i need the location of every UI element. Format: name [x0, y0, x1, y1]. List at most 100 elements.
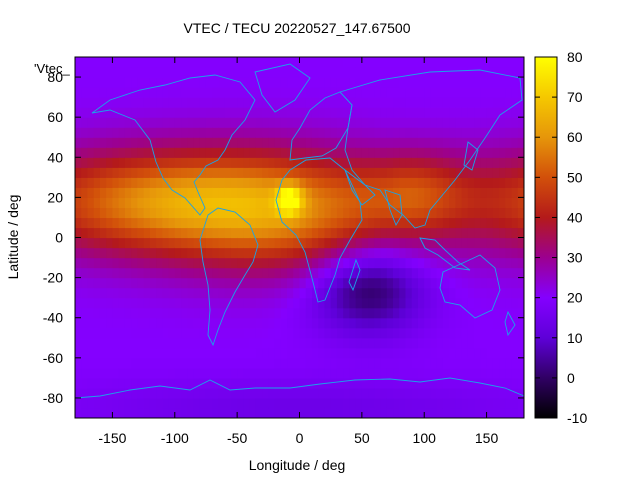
heat-cell [112, 87, 120, 98]
heatmap-cells [75, 57, 524, 418]
heat-cell [75, 317, 82, 329]
heat-cell [380, 227, 388, 239]
heat-cell [411, 57, 419, 68]
heat-cell [449, 167, 457, 178]
heat-cell [424, 257, 432, 269]
heat-cell [424, 297, 432, 309]
heat-cell [499, 197, 506, 209]
heat-cell [299, 197, 307, 209]
heat-cell [411, 407, 419, 418]
heat-cell [336, 57, 344, 68]
heat-cell [299, 177, 307, 188]
heat-cell [174, 107, 182, 118]
heat-cell [436, 97, 444, 108]
heat-cell [455, 177, 463, 188]
heat-cell [449, 397, 457, 409]
heat-cell [168, 277, 176, 289]
heat-cell [461, 317, 469, 329]
heat-cell [181, 277, 188, 289]
heat-cell [324, 57, 332, 68]
heat-cell [249, 407, 257, 418]
heat-cell [212, 167, 220, 178]
heat-cell [330, 287, 338, 299]
heat-cell [280, 107, 288, 118]
heat-cell [212, 357, 220, 369]
heat-cell [318, 287, 326, 299]
heat-cell [268, 277, 276, 289]
heat-cell [499, 177, 506, 188]
heat-cell [349, 307, 357, 319]
heat-cell [386, 237, 394, 249]
heat-cell [299, 257, 307, 269]
heat-cell [299, 237, 307, 249]
heat-cell [230, 217, 238, 229]
heat-cell [118, 67, 126, 78]
heat-cell [181, 267, 188, 279]
heat-cell [386, 57, 394, 68]
heat-cell [149, 107, 157, 118]
heat-cell [124, 277, 132, 289]
heat-cell [237, 117, 244, 128]
heat-cell [380, 77, 388, 88]
heat-cell [505, 97, 513, 108]
heat-cell [243, 107, 251, 118]
heat-cell [143, 307, 151, 319]
heat-cell [187, 367, 195, 379]
heat-cell [143, 207, 151, 219]
heat-cell [411, 297, 419, 309]
heat-cell [349, 57, 357, 68]
heat-cell [474, 337, 481, 349]
heat-cell [149, 157, 157, 168]
heat-cell [193, 87, 201, 98]
heat-cell [430, 297, 438, 309]
heat-cell [505, 247, 513, 259]
heat-cell [467, 67, 475, 78]
heat-cell [299, 347, 307, 359]
heat-cell [455, 107, 463, 118]
heat-cell [492, 377, 500, 389]
heat-cell [87, 207, 95, 219]
heat-cell [224, 407, 232, 418]
heat-cell [517, 77, 524, 88]
heat-cell [137, 377, 145, 389]
heat-cell [374, 317, 382, 329]
heat-cell [442, 297, 450, 309]
heat-cell [336, 267, 344, 279]
heat-cell [393, 307, 400, 319]
heat-cell [118, 407, 126, 418]
heat-cell [93, 407, 101, 418]
heat-cell [474, 407, 481, 418]
heat-cell [199, 397, 207, 409]
heat-cell [399, 337, 407, 349]
heat-cell [442, 137, 450, 148]
heat-cell [212, 327, 220, 339]
heat-cell [93, 397, 101, 409]
heat-cell [181, 367, 188, 379]
heat-cell [368, 177, 375, 188]
heat-cell [436, 397, 444, 409]
heat-cell [230, 347, 238, 359]
heat-cell [218, 247, 226, 259]
heat-cell [218, 387, 226, 399]
heat-cell [243, 57, 251, 68]
heat-cell [417, 357, 425, 369]
heat-cell [243, 357, 251, 369]
heat-cell [93, 377, 101, 389]
heat-cell [386, 207, 394, 219]
heat-cell [467, 267, 475, 279]
heat-cell [449, 127, 457, 138]
heat-cell [430, 347, 438, 359]
heat-cell [492, 367, 500, 379]
heat-cell [156, 317, 163, 329]
heat-cell [249, 397, 257, 409]
heat-cell [106, 197, 114, 209]
heat-cell [517, 147, 524, 158]
heat-cell [499, 247, 506, 259]
heat-cell [417, 77, 425, 88]
heat-cell [199, 337, 207, 349]
heat-cell [324, 77, 332, 88]
heat-cell [162, 137, 170, 148]
heat-cell [131, 57, 138, 68]
heat-cell [205, 257, 213, 269]
heat-cell [124, 177, 132, 188]
